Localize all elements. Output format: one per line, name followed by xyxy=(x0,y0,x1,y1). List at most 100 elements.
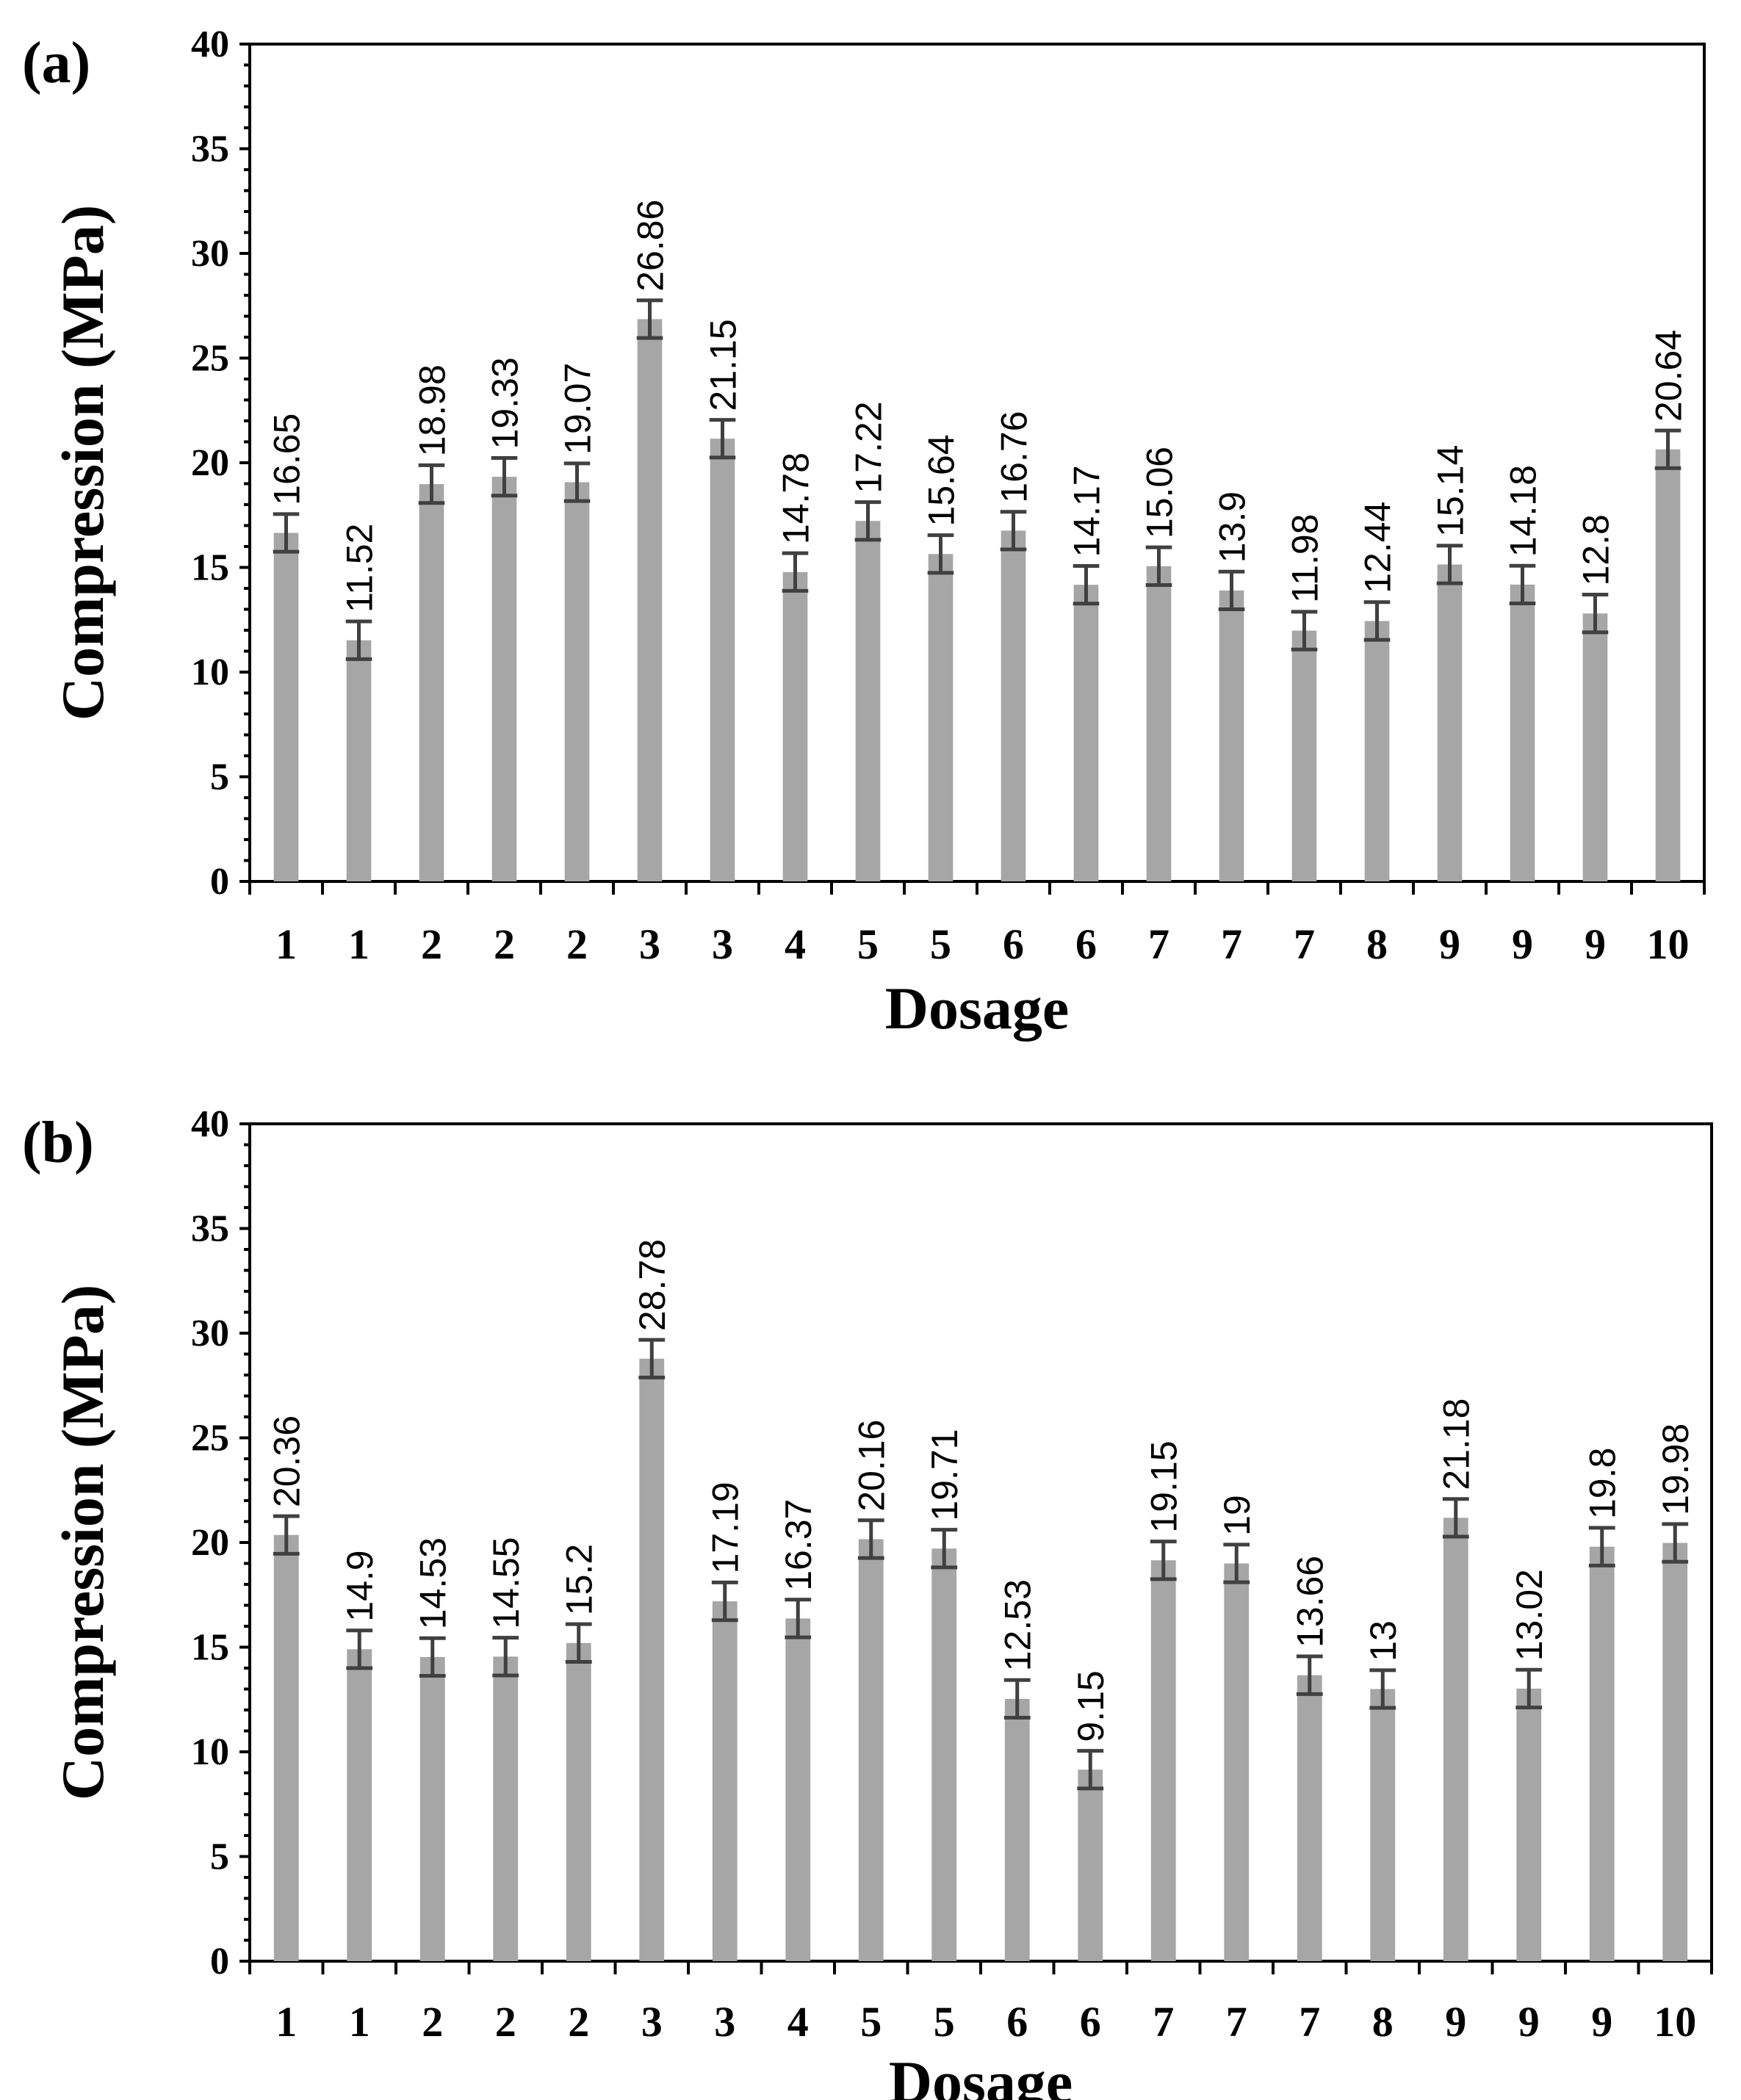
data-label: 19.07 xyxy=(558,363,599,455)
x-tick-label: 9 xyxy=(1518,1998,1540,2046)
x-tick-label: 2 xyxy=(566,920,588,968)
bar xyxy=(1078,1769,1103,1961)
bar xyxy=(858,1539,884,1961)
data-label: 20.16 xyxy=(851,1420,893,1512)
bar xyxy=(1662,1542,1688,1961)
y-tick-label: 35 xyxy=(191,1208,229,1250)
x-tick-label: 6 xyxy=(1006,1998,1028,2046)
y-axis-title: Compression (MPa) xyxy=(49,205,116,721)
y-tick-label: 0 xyxy=(210,1941,229,1982)
x-tick-label: 2 xyxy=(421,920,442,968)
x-tick-label: 7 xyxy=(1221,920,1242,968)
bar xyxy=(1219,590,1244,881)
bar xyxy=(273,533,299,881)
bar xyxy=(1437,564,1463,881)
bar xyxy=(273,1534,299,1961)
data-label: 14.18 xyxy=(1503,465,1544,557)
data-label: 14.55 xyxy=(486,1537,527,1629)
bar xyxy=(1297,1675,1322,1961)
bar xyxy=(1150,1560,1176,1961)
x-tick-label: 1 xyxy=(275,920,297,968)
bar xyxy=(1516,1688,1542,1961)
bar xyxy=(1510,584,1535,881)
x-tick-label: 5 xyxy=(857,920,879,968)
y-tick-label: 25 xyxy=(191,1418,229,1459)
x-tick-label: 7 xyxy=(1226,1998,1247,2046)
y-tick-label: 20 xyxy=(191,1522,229,1564)
bar xyxy=(493,1656,519,1961)
bar xyxy=(347,1649,372,1961)
data-label: 21.15 xyxy=(703,319,744,411)
bar xyxy=(1001,530,1026,881)
x-tick-label: 7 xyxy=(1148,920,1169,968)
x-tick-label: 4 xyxy=(787,1998,809,2046)
plot-frame xyxy=(248,1122,1713,1963)
x-tick-label: 5 xyxy=(860,1998,882,2046)
y-tick-label: 30 xyxy=(191,1313,229,1354)
bar xyxy=(712,1601,738,1961)
bar xyxy=(1291,630,1317,881)
x-tick-label: 3 xyxy=(639,920,660,968)
data-label: 16.76 xyxy=(994,411,1035,503)
y-tick-label: 25 xyxy=(191,338,229,380)
y-tick-label: 30 xyxy=(191,233,229,275)
x-tick-label: 8 xyxy=(1372,1998,1394,2046)
x-tick-label: 1 xyxy=(349,1998,370,2046)
data-label: 20.36 xyxy=(267,1415,308,1507)
bar xyxy=(1582,613,1608,881)
bar xyxy=(1589,1546,1615,1961)
bar xyxy=(1073,585,1099,881)
bar xyxy=(1443,1518,1468,1961)
data-label: 15.14 xyxy=(1430,445,1471,537)
panel-a: (a)051015202530354016.65111.52118.98219.… xyxy=(22,24,1706,1042)
bar xyxy=(639,1358,665,1961)
bar xyxy=(1224,1563,1250,1961)
bar xyxy=(931,1548,957,1961)
x-tick-label: 2 xyxy=(494,920,515,968)
x-tick-label: 9 xyxy=(1439,920,1460,968)
bar xyxy=(1004,1698,1030,1961)
bar xyxy=(710,439,735,881)
data-label: 26.86 xyxy=(630,200,671,292)
x-tick-label: 2 xyxy=(495,1998,516,2046)
bar xyxy=(782,571,808,881)
data-label: 16.37 xyxy=(778,1499,819,1591)
x-tick-label: 7 xyxy=(1299,1998,1320,2046)
panel-label: (a) xyxy=(22,31,90,95)
data-label: 19.33 xyxy=(485,357,526,449)
x-tick-label: 3 xyxy=(712,920,733,968)
bar xyxy=(928,554,954,881)
bar xyxy=(346,640,372,881)
data-label: 19.71 xyxy=(924,1429,965,1520)
panel-b: (b)051015202530354020.36114.9114.53214.5… xyxy=(22,1103,1713,2100)
plot-frame xyxy=(248,43,1706,883)
data-label: 12.44 xyxy=(1358,502,1399,593)
data-label: 11.98 xyxy=(1285,513,1326,602)
data-label: 9.15 xyxy=(1070,1670,1111,1742)
x-tick-label: 10 xyxy=(1654,1998,1696,2046)
y-tick-label: 40 xyxy=(191,1103,229,1145)
data-label: 15.2 xyxy=(559,1544,600,1615)
bar xyxy=(785,1618,811,1961)
y-tick-label: 10 xyxy=(191,1731,229,1773)
data-label: 13.9 xyxy=(1212,491,1253,563)
x-tick-label: 3 xyxy=(641,1998,663,2046)
x-tick-label: 1 xyxy=(275,1998,297,2046)
bar xyxy=(564,482,590,881)
data-label: 20.64 xyxy=(1648,330,1690,422)
panel-label: (b) xyxy=(22,1111,94,1175)
data-label: 16.65 xyxy=(267,414,308,505)
bar xyxy=(419,484,444,881)
x-tick-label: 5 xyxy=(930,920,951,968)
x-tick-label: 3 xyxy=(714,1998,735,2046)
data-label: 12.53 xyxy=(998,1579,1039,1671)
bar xyxy=(566,1642,591,1961)
y-tick-label: 5 xyxy=(210,757,229,798)
x-tick-label: 6 xyxy=(1080,1998,1101,2046)
bar xyxy=(855,521,881,881)
bar xyxy=(491,477,517,881)
y-tick-label: 5 xyxy=(210,1836,229,1878)
data-label: 15.06 xyxy=(1139,447,1181,538)
data-label: 12.8 xyxy=(1576,514,1617,585)
